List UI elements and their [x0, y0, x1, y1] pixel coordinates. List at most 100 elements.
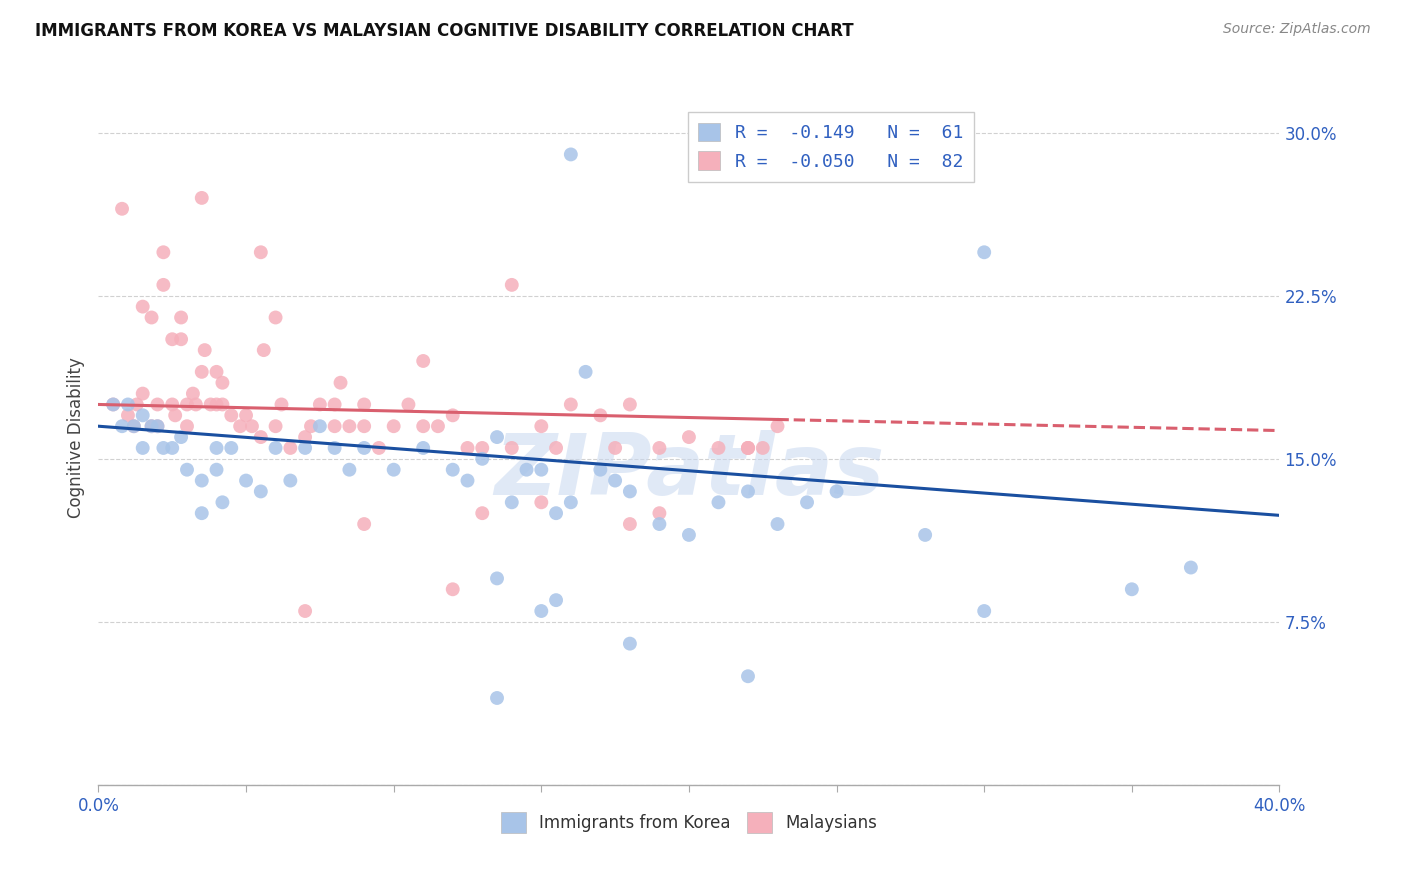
- Point: [117, 409, 139, 423]
- Point: [205, 365, 228, 379]
- Point: [412, 419, 434, 434]
- Point: [294, 441, 316, 455]
- Point: [152, 245, 174, 260]
- Point: [111, 419, 134, 434]
- Point: [486, 571, 509, 585]
- Point: [250, 430, 273, 444]
- Point: [152, 277, 174, 292]
- Point: [619, 397, 641, 411]
- Point: [111, 202, 134, 216]
- Point: [181, 386, 204, 401]
- Point: [382, 419, 405, 434]
- Point: [280, 441, 302, 455]
- Point: [170, 310, 193, 325]
- Point: [211, 397, 233, 411]
- Point: [141, 419, 163, 434]
- Point: [530, 495, 553, 509]
- Point: [211, 376, 233, 390]
- Point: [382, 463, 405, 477]
- Point: [162, 397, 183, 411]
- Point: [471, 441, 494, 455]
- Point: [299, 419, 322, 434]
- Point: [309, 419, 332, 434]
- Point: [323, 419, 346, 434]
- Point: [589, 409, 612, 423]
- Point: [132, 300, 155, 314]
- Point: [825, 484, 848, 499]
- Point: [516, 463, 538, 477]
- Point: [132, 441, 155, 455]
- Point: [737, 441, 759, 455]
- Point: [235, 474, 257, 488]
- Point: [353, 516, 375, 531]
- Point: [441, 582, 464, 597]
- Point: [427, 419, 450, 434]
- Point: [117, 397, 139, 411]
- Point: [141, 419, 163, 434]
- Point: [250, 245, 273, 260]
- Point: [184, 397, 207, 411]
- Point: [353, 419, 375, 434]
- Point: [575, 365, 598, 379]
- Point: [501, 495, 523, 509]
- Point: [707, 441, 730, 455]
- Point: [191, 191, 214, 205]
- Point: [162, 332, 183, 346]
- Point: [221, 409, 243, 423]
- Point: [132, 409, 155, 423]
- Point: [737, 669, 759, 683]
- Point: [200, 397, 222, 411]
- Point: [165, 409, 187, 423]
- Point: [125, 397, 148, 411]
- Point: [471, 506, 494, 520]
- Point: [441, 463, 464, 477]
- Point: [796, 495, 818, 509]
- Point: [973, 604, 995, 618]
- Point: [264, 441, 287, 455]
- Point: [280, 474, 302, 488]
- Point: [501, 441, 523, 455]
- Point: [501, 277, 523, 292]
- Point: [530, 463, 553, 477]
- Point: [170, 430, 193, 444]
- Point: [619, 516, 641, 531]
- Point: [205, 441, 228, 455]
- Point: [253, 343, 276, 357]
- Point: [619, 484, 641, 499]
- Point: [264, 419, 287, 434]
- Point: [353, 441, 375, 455]
- Legend: Immigrants from Korea, Malaysians: Immigrants from Korea, Malaysians: [494, 805, 884, 839]
- Point: [914, 528, 936, 542]
- Point: [294, 604, 316, 618]
- Point: [229, 419, 252, 434]
- Point: [146, 397, 169, 411]
- Point: [205, 397, 228, 411]
- Point: [457, 441, 479, 455]
- Point: [560, 147, 582, 161]
- Point: [766, 419, 789, 434]
- Point: [323, 397, 346, 411]
- Point: [398, 397, 420, 411]
- Point: [412, 354, 434, 368]
- Point: [678, 430, 700, 444]
- Point: [973, 245, 995, 260]
- Point: [648, 441, 671, 455]
- Point: [678, 528, 700, 542]
- Point: [1180, 560, 1202, 574]
- Point: [648, 506, 671, 520]
- Point: [141, 310, 163, 325]
- Point: [152, 441, 174, 455]
- Point: [412, 441, 434, 455]
- Point: [162, 441, 183, 455]
- Point: [176, 397, 198, 411]
- Point: [250, 484, 273, 499]
- Point: [1121, 582, 1143, 597]
- Point: [737, 441, 759, 455]
- Point: [294, 430, 316, 444]
- Point: [530, 419, 553, 434]
- Point: [132, 386, 155, 401]
- Point: [191, 474, 214, 488]
- Point: [546, 593, 568, 607]
- Point: [191, 506, 214, 520]
- Point: [205, 463, 228, 477]
